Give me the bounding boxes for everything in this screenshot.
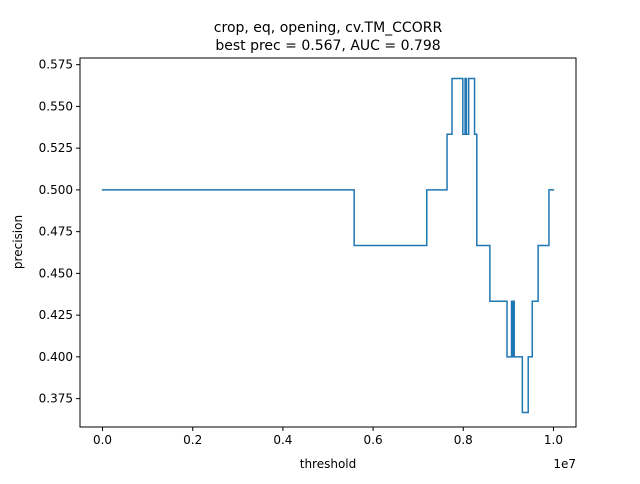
plot-series bbox=[101, 77, 555, 414]
chart-title: crop, eq, opening, cv.TM_CCORR bbox=[214, 20, 443, 36]
y-tick-label: 0.375 bbox=[39, 392, 73, 406]
y-tick-label: 0.475 bbox=[39, 225, 73, 239]
chart-subtitle: best prec = 0.567, AUC = 0.798 bbox=[215, 38, 440, 54]
y-axis-ticks: 0.375 0.400 0.425 0.450 0.475 0.500 0.525 0.550… bbox=[39, 58, 80, 406]
y-tick-label: 0.575 bbox=[39, 58, 73, 72]
y-tick-label: 0.550 bbox=[39, 99, 73, 113]
y-tick-label: 0.425 bbox=[39, 308, 73, 322]
y-axis-label: precision bbox=[11, 215, 25, 269]
precision-line bbox=[101, 77, 555, 414]
plot-frame bbox=[79, 57, 577, 428]
x-tick-label: 0.2 bbox=[183, 433, 202, 447]
y-tick-label: 0.500 bbox=[39, 183, 73, 197]
y-tick-label: 0.525 bbox=[39, 141, 73, 155]
x-axis-ticks: 0.0 0.2 0.4 0.6 0.8 1.0 bbox=[93, 427, 563, 447]
x-axis-offset-text: 1e7 bbox=[553, 457, 576, 471]
x-tick-label: 1.0 bbox=[544, 433, 563, 447]
x-axis-label: threshold bbox=[300, 457, 357, 471]
y-tick-label: 0.400 bbox=[39, 350, 73, 364]
y-tick-label: 0.450 bbox=[39, 266, 73, 280]
x-tick-label: 0.6 bbox=[364, 433, 383, 447]
x-tick-label: 0.0 bbox=[93, 433, 112, 447]
x-tick-label: 0.8 bbox=[454, 433, 473, 447]
x-tick-label: 0.4 bbox=[273, 433, 292, 447]
